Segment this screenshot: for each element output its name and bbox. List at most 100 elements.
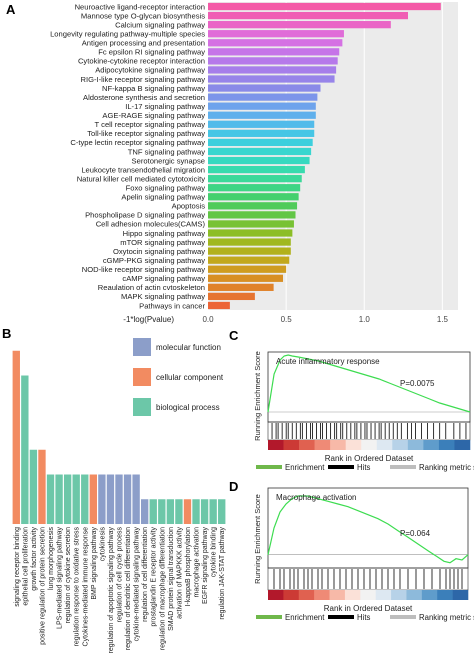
ranking-strip-segment xyxy=(345,440,362,450)
bar-b xyxy=(38,449,46,524)
legend-swatch xyxy=(256,615,282,619)
bar-b xyxy=(89,474,97,524)
chart-b-go-terms: signaling receptor binding epithelial cel… xyxy=(12,338,226,654)
ranking-strip-segment xyxy=(329,590,346,600)
bar-a xyxy=(208,202,298,210)
bar-b xyxy=(81,474,89,524)
ranking-strip-segment xyxy=(283,440,300,450)
bar-b xyxy=(46,474,55,524)
category-label-b: regulation of apoptotic signaling pathwa… xyxy=(108,527,115,654)
legend-swatch xyxy=(328,615,354,619)
bar-a xyxy=(208,30,344,38)
enrichment-curve xyxy=(267,354,471,413)
bar-b xyxy=(141,499,149,524)
x-axis-label: Rank in Ordered Dataset xyxy=(324,604,413,613)
legend-swatch-b xyxy=(133,368,151,386)
bar-a xyxy=(208,156,310,165)
ranking-strip-segment xyxy=(454,440,471,450)
category-label-a: RIG-I-like receptor signaling pathway xyxy=(80,75,205,84)
category-label-b: regulation of cell differentiation xyxy=(142,527,149,622)
bar-a xyxy=(208,193,299,201)
legend-label: Ranking metric score xyxy=(419,613,474,622)
legend-swatch xyxy=(390,465,416,469)
bar-b xyxy=(98,474,106,524)
bar-a xyxy=(208,175,302,183)
ranking-strip-segment xyxy=(330,440,346,450)
category-label-a: Phospholipase D signaling pathway xyxy=(85,211,205,220)
bar-a xyxy=(208,2,441,11)
category-label-a: Apelin signaling pathway xyxy=(121,193,205,202)
category-label-a: Aldosterone synthesis and secretion xyxy=(83,93,205,102)
category-label-a: MAPK signaling pathway xyxy=(121,292,205,301)
category-label-b: activation of MAPKKK activity xyxy=(176,527,183,619)
category-label-a: Toll-like receptor signaling pathway xyxy=(87,129,205,138)
category-label-a: Longevity regulating pathway-multiple sp… xyxy=(50,30,205,39)
category-label-a: Cytokine-cytokine receptor interaction xyxy=(78,57,205,66)
bar-a xyxy=(208,129,315,137)
category-label-a: C-type lectin receptor signaling pathway xyxy=(70,138,205,147)
bar-b xyxy=(123,474,132,524)
bar-a xyxy=(208,211,296,219)
bar-b xyxy=(192,499,200,524)
category-label-a: cAMP signaling pathway xyxy=(122,274,205,283)
category-label-a: Apoptosis xyxy=(172,202,206,211)
bar-b xyxy=(158,499,166,524)
ranking-strip-segment xyxy=(423,440,440,450)
category-label-a: NF-kappa B signaling pathway xyxy=(102,84,205,93)
bar-b xyxy=(149,499,157,524)
x-axis-label: Rank in Ordered Dataset xyxy=(325,454,414,463)
category-label-b: I-kappaB phosphorylation xyxy=(185,527,192,606)
category-label-b: LPS-mediated signaling pathway xyxy=(57,527,64,629)
category-label-a: Fc epsilon RI signaling pathway xyxy=(98,48,205,57)
legend-swatch xyxy=(256,465,282,469)
legend-label: Enrichment xyxy=(285,463,325,472)
category-label-a: mTOR signaling pathway xyxy=(120,238,205,247)
category-label-b: epithelial cell proliferation xyxy=(22,527,29,606)
p-value-annotation: P=0.0075 xyxy=(400,379,435,388)
category-label-b: regulation response to oxidative stress xyxy=(74,527,81,647)
category-label-a: T cell receptor signaling pathway xyxy=(95,120,206,129)
ranking-strip-segment xyxy=(299,440,315,450)
category-label-b: regulation JAK-STAT pathway xyxy=(219,527,226,620)
category-label-b: prostaglandin E receptor activity xyxy=(151,527,158,627)
bar-a xyxy=(208,11,408,20)
category-label-a: Cell adhesion molecules(CAMS) xyxy=(96,220,206,229)
ranking-strip-segment xyxy=(268,590,284,600)
bar-a xyxy=(208,138,313,147)
category-label-b: regulation of macrophage differentiation xyxy=(159,527,166,650)
bar-a xyxy=(208,39,343,47)
ranking-strip-segment xyxy=(360,590,376,600)
legend-label: Hits xyxy=(357,463,371,472)
chart-d-gsea-macrophage: Macrophage activation P=0.064 Running Enri… xyxy=(253,487,474,622)
category-label-a: Leukocyte transendothelial migration xyxy=(81,165,205,174)
bar-b xyxy=(200,499,209,524)
ranking-strip-segment xyxy=(376,440,393,450)
category-label-b: growth factor activity xyxy=(31,527,38,591)
category-label-b: cytokine binding xyxy=(211,527,218,577)
bar-a xyxy=(208,247,291,255)
bar-b xyxy=(132,474,140,524)
bar-a xyxy=(208,283,274,291)
category-label-b: BMP signaling pathway xyxy=(91,527,98,600)
bar-a xyxy=(208,93,318,101)
ranking-strip-segment xyxy=(298,590,315,600)
ranking-strip-segment xyxy=(407,440,424,450)
enrichment-curve xyxy=(267,495,469,564)
legend-label: Ranking metric score xyxy=(419,463,474,472)
ranking-strip-segment xyxy=(391,590,407,600)
bar-a xyxy=(208,165,305,174)
bar-b xyxy=(63,474,72,524)
bar-a xyxy=(208,256,290,264)
y-axis-label: Running Enrichment Score xyxy=(253,351,262,441)
panel-label-a: A xyxy=(6,2,16,17)
category-label-a: Adipocytokine signaling pathway xyxy=(95,66,205,75)
panel-label-d: D xyxy=(229,479,238,494)
ranking-strip-segment xyxy=(392,440,409,450)
x-tick-label-a: 1.0 xyxy=(359,315,371,324)
bar-a xyxy=(208,102,316,110)
category-label-a: TNF signaling pathway xyxy=(128,147,205,156)
legend-label-b: cellular component xyxy=(156,373,224,382)
gsea-title: Macrophage activation xyxy=(276,493,357,502)
bar-b xyxy=(29,449,38,524)
p-value-annotation: P=0.064 xyxy=(400,529,431,538)
